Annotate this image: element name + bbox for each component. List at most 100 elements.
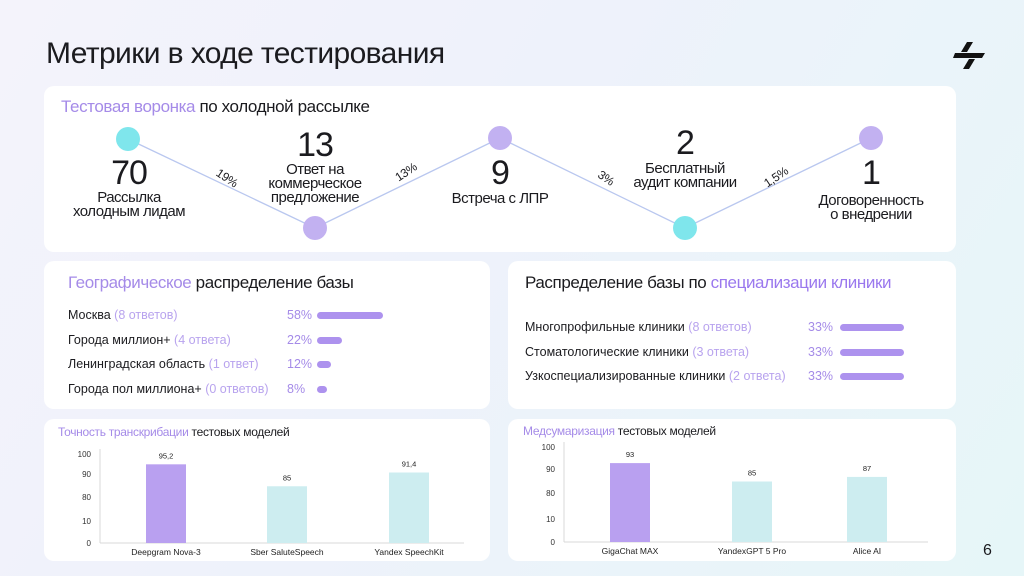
geo-row-percent: 8% <box>287 381 306 396</box>
geo-row-name: Ленинградская область <box>68 357 206 371</box>
x-category-label: Sber SaluteSpeech <box>250 547 324 557</box>
bar-value-label: 93 <box>626 450 634 459</box>
bar-3 <box>389 472 429 543</box>
funnel-stage-value: 1 <box>862 154 881 192</box>
specialization-distribution-card: Распределение базы по специализации клин… <box>508 261 956 409</box>
funnel-stage-node-5 <box>859 126 883 150</box>
y-tick-label: 0 <box>551 538 556 547</box>
geo-row-name: Города миллион+ <box>68 332 171 347</box>
spec-row-name: Узкоспециализированные клиники <box>525 369 726 383</box>
spec-title-rest: Распределение базы по <box>525 273 711 292</box>
spec-row: Стоматологические клиники (3 ответа) <box>525 345 749 359</box>
transcription-title-accent: Точность транскрибации <box>58 425 189 439</box>
page-number: 6 <box>983 542 992 559</box>
spec-row-percent: 33% <box>808 369 834 383</box>
y-tick-label: 10 <box>82 517 91 526</box>
funnel-stage-label: Рассылка холодным лидам <box>72 189 186 220</box>
funnel-title-rest: по холодной рассылке <box>195 97 370 116</box>
geo-row-note: (1 ответ) <box>208 357 259 371</box>
geo-title: Географическое распределение базы <box>68 273 354 293</box>
summarization-chart-card: Медсумаризация тестовых моделей 100 90 80 1… <box>508 419 956 561</box>
funnel-stage-node-2 <box>303 216 327 240</box>
x-category-label: YandexGPT 5 Pro <box>718 546 786 556</box>
spec-row-bar <box>840 348 905 356</box>
funnel-stage-node-1 <box>116 127 140 151</box>
geo-row-note: (8 ответов) <box>114 308 178 322</box>
spec-row-bar <box>840 324 905 331</box>
geo-row-bar <box>317 312 383 319</box>
bar-3 <box>847 476 887 542</box>
spec-row-note: (8 ответов) <box>688 320 752 334</box>
y-tick-label: 90 <box>82 470 91 479</box>
spec-row-bar <box>840 373 905 380</box>
funnel-stage-value: 2 <box>676 124 695 162</box>
x-category-label: Alice AI <box>853 546 881 556</box>
y-tick-label: 100 <box>78 450 92 459</box>
geo-title-accent: Географическое <box>68 273 192 292</box>
bar-value-label: 87 <box>863 464 871 473</box>
y-tick-label: 90 <box>546 465 555 474</box>
funnel-stage-value: 70 <box>111 154 148 192</box>
geo-row: Города миллион+ (4 ответа) <box>68 333 231 347</box>
spec-row-percent: 33% <box>808 320 834 334</box>
y-tick-label: 80 <box>546 489 555 498</box>
geo-row-percent: 12% <box>287 357 313 371</box>
geo-row-note: (0 ответов) <box>205 381 269 396</box>
geo-row-name: Москва <box>68 308 111 322</box>
funnel-title-accent: Тестовая воронка <box>61 97 196 116</box>
y-tick-label: 80 <box>82 493 91 502</box>
page-title: Метрики в ходе тестирования <box>46 37 445 70</box>
bar-1 <box>146 464 186 543</box>
spec-row-name: Стоматологические клиники <box>525 344 689 359</box>
funnel-card: Тестовая воронка по холодной рассылке 70… <box>44 86 956 252</box>
geo-row: Ленинградская область (1 ответ) <box>68 357 259 371</box>
bar-2 <box>732 481 772 542</box>
bar-value-label: 91,4 <box>402 459 417 468</box>
geo-row-percent: 22% <box>287 332 313 347</box>
geo-row-percent: 58% <box>287 308 313 322</box>
brand-logo-icon <box>953 42 985 69</box>
geo-row-note: (4 ответа) <box>174 332 231 347</box>
geo-distribution-card: Географическое распределение базы Москва… <box>44 261 490 409</box>
bar-value-label: 85 <box>748 469 756 478</box>
funnel-stage-label: Бесплатный аудит компании <box>633 160 737 191</box>
spec-row: Узкоспециализированные клиники (2 ответа… <box>525 369 786 383</box>
bar-1 <box>610 463 650 542</box>
summarization-title-rest: тестовых моделей <box>614 424 716 438</box>
funnel-title: Тестовая воронка по холодной рассылке <box>61 97 370 117</box>
funnel-stage-node-3 <box>488 126 512 150</box>
spec-row-percent: 33% <box>808 344 834 359</box>
spec-title-accent: специализации клиники <box>710 273 892 292</box>
funnel-stage-value: 13 <box>297 126 334 164</box>
y-tick-label: 0 <box>87 539 92 548</box>
funnel-stage-label: Ответ на коммерческое предложение <box>268 161 362 206</box>
transcription-title-rest: тестовых моделей <box>188 425 290 439</box>
x-category-label: GigaChat MAX <box>602 546 659 556</box>
funnel-stage-value: 9 <box>491 154 510 192</box>
bar-2 <box>267 486 307 543</box>
geo-row-bar <box>317 361 331 368</box>
funnel-stage-label: Договоренность о внедрении <box>818 192 924 223</box>
geo-row: Города пол миллиона+ (0 ответов) <box>68 382 269 396</box>
transcription-chart-card: Точность транскрибации тестовых моделей … <box>44 419 490 561</box>
spec-row-note: (3 ответа) <box>692 344 750 359</box>
geo-row-bar <box>317 336 342 344</box>
spec-row-note: (2 ответа) <box>728 369 786 383</box>
x-category-label: Deepgram Nova-3 <box>131 547 201 557</box>
summarization-title-accent: Медсумаризация <box>523 424 615 438</box>
geo-title-rest: распределение базы <box>191 273 354 292</box>
summarization-title: Медсумаризация тестовых моделей <box>523 424 716 438</box>
funnel-stage-label: Встреча с ЛПР <box>451 190 549 207</box>
geo-row: Москва (8 ответов) <box>68 308 178 322</box>
transcription-title: Точность транскрибации тестовых моделей <box>58 425 290 439</box>
geo-row-name: Города пол миллиона+ <box>68 381 202 396</box>
funnel-stage-node-4 <box>673 216 697 240</box>
funnel-diagram <box>116 126 883 240</box>
y-tick-label: 100 <box>542 443 556 452</box>
x-category-label: Yandex SpeechKit <box>374 547 444 557</box>
bar-value-label: 85 <box>283 473 291 482</box>
spec-row-name: Многопрофильные клиники <box>525 320 685 334</box>
y-tick-label: 10 <box>546 515 555 524</box>
